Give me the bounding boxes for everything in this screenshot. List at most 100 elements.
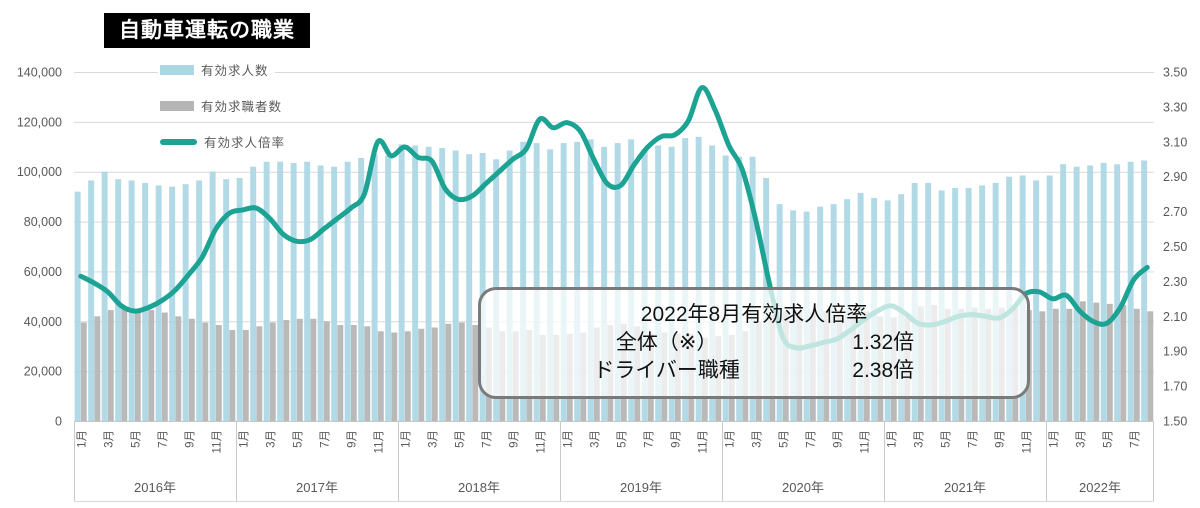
bar-seekers	[107, 310, 114, 421]
bar-openings	[331, 166, 338, 421]
seekers-swatch-icon	[160, 100, 194, 111]
bar-seekers	[80, 322, 87, 421]
bar-seekers	[94, 316, 101, 421]
month-tick: 9月	[184, 430, 196, 448]
bar-seekers	[269, 322, 276, 421]
bar-openings	[452, 150, 459, 421]
month-tick: 7月	[481, 430, 493, 448]
bar-openings	[182, 184, 189, 421]
bar-seekers	[337, 325, 344, 421]
right-axis-tick: 1.70	[1163, 380, 1187, 394]
bar-openings	[412, 145, 419, 421]
bar-openings	[1100, 162, 1107, 421]
bar-seekers	[431, 327, 438, 421]
annotation-label-driver: ドライバー職種	[593, 358, 740, 382]
bar-openings	[1060, 164, 1067, 421]
year-label: 2020年	[782, 480, 824, 495]
chart-title: 自動車運転の職業	[104, 13, 310, 49]
bar-seekers	[296, 318, 303, 421]
bar-openings	[439, 148, 446, 421]
month-tick: 1月	[76, 430, 88, 448]
legend-label-ratio: 有効求人倍率	[204, 136, 286, 150]
left-axis-tick: 20,000	[24, 365, 62, 379]
month-tick: 1月	[724, 430, 736, 448]
month-tick: 5月	[1102, 430, 1114, 448]
right-axis-tick: 2.70	[1163, 205, 1187, 219]
bar-openings	[1087, 165, 1094, 421]
bar-seekers	[404, 331, 411, 421]
year-label: 2021年	[944, 480, 986, 495]
year-label: 2019年	[620, 480, 662, 495]
month-tick: 5月	[292, 430, 304, 448]
bar-openings	[169, 186, 176, 421]
bar-openings	[587, 139, 594, 422]
bar-seekers	[1052, 308, 1059, 421]
annotation-row-driver: ドライバー職種 2.38倍	[481, 357, 1027, 385]
bar-seekers	[1106, 303, 1113, 421]
bar-openings	[371, 154, 378, 421]
month-tick: 3月	[751, 430, 763, 448]
annotation-box: 2022年8月有効求人倍率 全体（※） 1.32倍 ドライバー職種 2.38倍	[478, 287, 1030, 399]
month-tick: 7月	[967, 430, 979, 448]
bar-openings	[88, 180, 95, 421]
annotation-value-driver: 2.38倍	[852, 358, 915, 382]
bar-openings	[628, 139, 635, 422]
bar-openings	[128, 180, 135, 421]
bar-openings	[425, 146, 432, 422]
bar-openings	[209, 171, 216, 421]
bar-seekers	[256, 326, 263, 421]
legend: 有効求人数 有効求職者数 有効求人倍率	[158, 58, 292, 153]
bar-openings	[560, 143, 567, 421]
bar-seekers	[121, 308, 128, 421]
month-tick: 9月	[508, 430, 520, 448]
month-tick: 3月	[589, 430, 601, 448]
bar-openings	[520, 141, 527, 422]
month-tick: 7月	[643, 430, 655, 448]
legend-item-ratio: 有効求人倍率	[158, 130, 292, 153]
bar-seekers	[458, 322, 465, 421]
bar-openings	[668, 146, 675, 422]
bar-openings	[385, 155, 392, 421]
legend-item-seekers: 有効求職者数	[158, 94, 289, 117]
x-axis: 1月 3月 5月 7月 9月 11月 2016年 1月 3月 5月 7月 9月 11月 2017年 1月 3月…	[74, 421, 1154, 502]
left-axis-tick: 100,000	[17, 165, 62, 179]
bar-seekers	[242, 330, 249, 421]
legend-label-openings: 有効求人数	[201, 64, 269, 78]
year-label: 2018年	[458, 480, 500, 495]
month-tick: 9月	[994, 430, 1006, 448]
right-axis-tick: 2.30	[1163, 275, 1187, 289]
month-tick: 11月	[697, 430, 709, 453]
bar-seekers	[161, 312, 168, 421]
month-tick: 5月	[130, 430, 142, 448]
month-tick: 11月	[1021, 430, 1033, 453]
bar-openings	[641, 149, 648, 421]
openings-swatch-icon	[160, 64, 194, 75]
annotation-row-overall: 全体（※） 1.32倍	[481, 329, 1027, 357]
year-label: 2017年	[296, 480, 338, 495]
month-tick: 1月	[562, 430, 574, 448]
bar-seekers	[350, 325, 357, 421]
month-tick: 3月	[265, 430, 277, 448]
bar-openings	[655, 145, 662, 421]
left-axis-labels: 0 20,000 40,000 60,000 80,000 100,000 120,000 1…	[17, 66, 62, 429]
bar-openings	[344, 161, 351, 421]
bar-seekers	[391, 332, 398, 421]
month-tick: 5月	[940, 430, 952, 448]
bar-openings	[277, 161, 284, 421]
bar-seekers	[1066, 308, 1073, 421]
bar-seekers	[472, 325, 479, 421]
bar-openings	[695, 136, 702, 422]
bar-seekers	[148, 310, 155, 421]
right-axis-tick: 3.30	[1163, 100, 1187, 114]
legend-label-seekers: 有効求職者数	[201, 100, 283, 114]
ratio-swatch-icon	[160, 138, 197, 145]
bar-openings	[398, 144, 405, 422]
bar-seekers	[323, 321, 330, 421]
bar-openings	[236, 177, 243, 421]
bar-seekers	[364, 326, 371, 421]
bar-seekers	[215, 325, 222, 421]
left-axis-tick: 120,000	[17, 115, 62, 129]
right-axis-tick: 2.10	[1163, 310, 1187, 324]
bar-openings	[1141, 160, 1148, 421]
